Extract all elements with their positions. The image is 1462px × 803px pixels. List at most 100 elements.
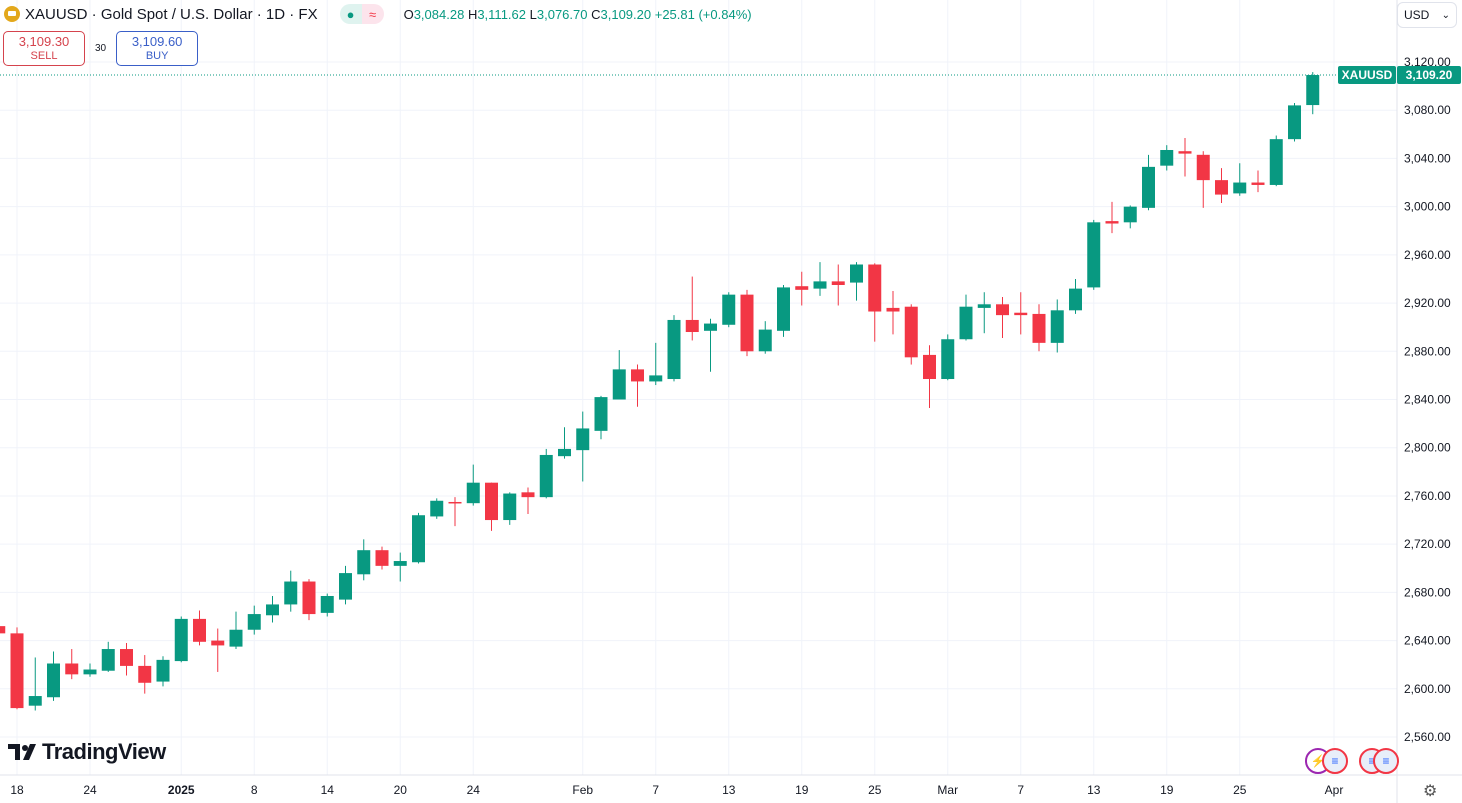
x-tick-label: Apr <box>1325 783 1344 797</box>
candle <box>1215 168 1228 204</box>
candle <box>138 655 152 694</box>
candle-body <box>28 696 42 706</box>
y-tick-label: 2,920.00 <box>1404 296 1451 310</box>
candle-body <box>649 375 663 382</box>
us-flag-icon[interactable]: ≡ <box>1373 748 1399 774</box>
candle <box>1050 299 1064 353</box>
candle <box>649 342 663 386</box>
candle-body <box>65 663 79 675</box>
candle-body <box>868 264 882 312</box>
low-label: L <box>529 6 537 22</box>
us-flag-icon[interactable]: ≡ <box>1322 748 1348 774</box>
candle <box>193 610 206 646</box>
candle-body <box>521 492 535 498</box>
settings-gear-icon[interactable]: ⚙ <box>1423 783 1438 800</box>
candle <box>941 334 955 381</box>
candle-body <box>1251 182 1265 185</box>
candle-body <box>1087 222 1101 288</box>
y-tick-label: 2,800.00 <box>1404 441 1451 455</box>
candle <box>229 611 243 650</box>
candle-body <box>357 550 371 575</box>
candle <box>868 263 882 342</box>
trade-panel: 3,109.30 SELL 30 3,109.60 BUY <box>3 31 199 66</box>
candle-body <box>667 319 681 380</box>
y-tick-label: 2,680.00 <box>1404 585 1451 599</box>
candle <box>1142 154 1155 211</box>
candle <box>448 497 462 527</box>
candle <box>339 565 352 605</box>
x-tick-label: 18 <box>10 783 24 797</box>
candle-body <box>1178 151 1192 154</box>
buy-label: BUY <box>145 50 169 62</box>
currency-select[interactable]: USD ⌄ <box>1397 2 1457 28</box>
candle <box>1269 135 1283 187</box>
candle-body <box>941 339 955 380</box>
candle <box>10 627 24 710</box>
x-tick-label: 19 <box>795 783 809 797</box>
buy-button[interactable]: 3,109.60 BUY <box>116 31 199 66</box>
candle-body <box>266 604 279 616</box>
candle <box>466 464 480 506</box>
candle-body <box>777 287 790 331</box>
candle <box>1288 102 1301 142</box>
candle-body <box>193 618 206 642</box>
candle-body <box>612 369 626 400</box>
tradingview-logo-icon <box>8 744 36 760</box>
candle-body <box>1233 182 1247 194</box>
candle <box>266 595 279 623</box>
candle <box>430 498 444 519</box>
candle <box>47 651 60 701</box>
grid <box>0 0 1397 775</box>
high-value: 3,111.62 <box>477 6 527 22</box>
candle-body <box>594 397 608 431</box>
change-value: +25.81 (+0.84%) <box>654 6 752 22</box>
candle-body <box>1050 310 1064 343</box>
symbol-title[interactable]: XAUUSD · Gold Spot / U.S. Dollar · 1D · … <box>25 5 318 23</box>
candle <box>302 579 316 621</box>
candle-body <box>10 633 24 709</box>
sell-label: SELL <box>30 50 58 62</box>
candles <box>0 72 1320 711</box>
logo-text: TradingView <box>42 739 166 764</box>
x-tick-label: 8 <box>251 783 258 797</box>
sell-price: 3,109.30 <box>18 34 70 49</box>
chevron-down-icon: ⌄ <box>1441 9 1450 21</box>
candle-body <box>685 319 699 333</box>
market-status[interactable]: ● ≈ <box>339 4 384 24</box>
candle <box>576 411 590 482</box>
close-value: 3,109.20 <box>600 6 652 22</box>
symbol-tag: XAUUSD <box>1342 68 1393 82</box>
last-price-label: 3,109.20 <box>1406 68 1453 82</box>
candle-body <box>339 573 352 600</box>
candle-body <box>977 304 991 308</box>
candle-body <box>1105 221 1119 224</box>
candle-body <box>722 294 736 325</box>
sell-button[interactable]: 3,109.30 SELL <box>3 31 85 66</box>
candle-body <box>1032 313 1046 343</box>
candle-body <box>503 493 517 521</box>
high-label: H <box>467 6 478 22</box>
candle-body <box>923 354 936 380</box>
candle-body <box>904 306 918 358</box>
y-tick-label: 2,840.00 <box>1404 393 1451 407</box>
tradingview-logo[interactable]: TradingView <box>8 739 166 765</box>
candle-body <box>412 515 425 563</box>
candle <box>0 626 6 634</box>
time-axis[interactable]: 18 24 2025 8 14 20 24 Feb 7 13 19 25 Mar 7 13 19 25 Apr <box>10 783 1343 797</box>
ohlc-legend: O3,084.28 H3,111.62 L3,076.70 C3,109.20 … <box>404 7 752 22</box>
candle <box>485 482 498 531</box>
candle-body <box>740 294 754 352</box>
y-tick-label: 2,960.00 <box>1404 248 1451 262</box>
price-axis[interactable]: 3,120.00 3,080.00 3,040.00 3,000.00 2,960.00… <box>1404 55 1451 744</box>
candle <box>101 641 115 672</box>
x-tick-label: 24 <box>467 783 481 797</box>
candle-body <box>1160 149 1174 166</box>
candle-body <box>0 626 6 634</box>
candle <box>521 487 535 515</box>
y-tick-label: 2,640.00 <box>1404 634 1451 648</box>
candle-body <box>850 264 863 283</box>
x-tick-label: 13 <box>722 783 736 797</box>
candle-body <box>1288 105 1301 140</box>
candle <box>375 546 389 570</box>
